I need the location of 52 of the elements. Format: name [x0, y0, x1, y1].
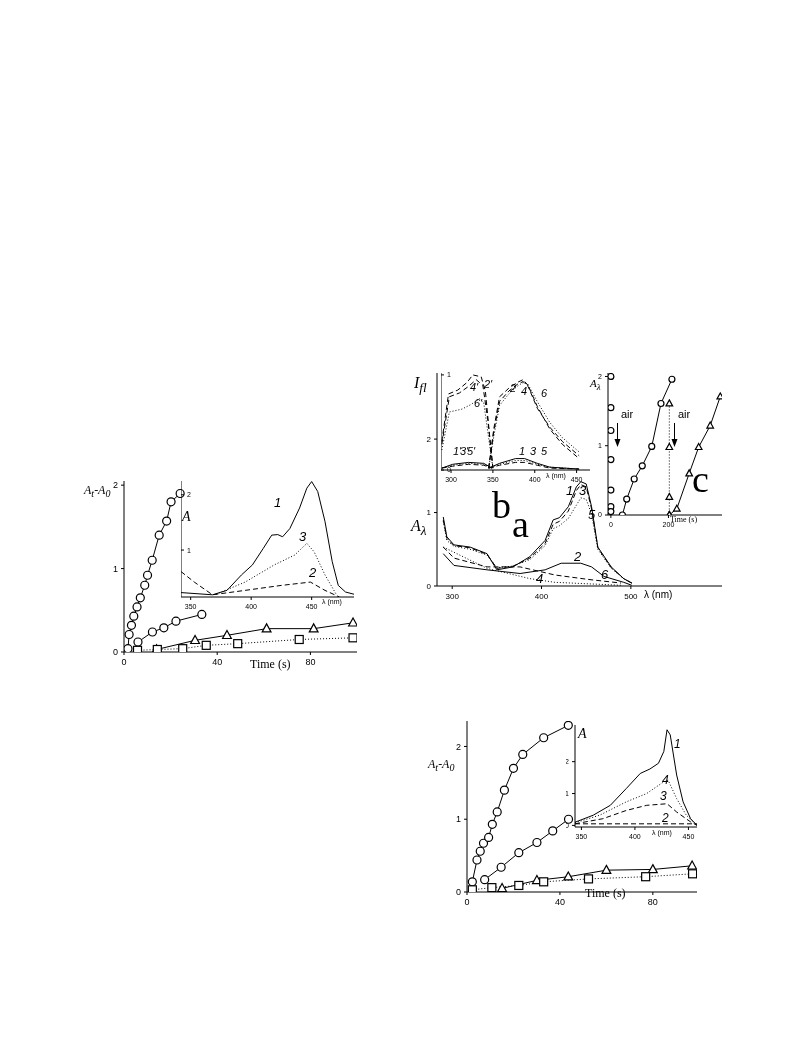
series-label: 4'	[470, 381, 479, 393]
series-label: 1'	[453, 445, 462, 457]
annotation: c	[692, 458, 709, 500]
annotation: a	[512, 503, 529, 545]
y-tick-label: 0	[455, 887, 461, 898]
series-label: 1	[274, 495, 282, 510]
series-label: 4	[536, 571, 544, 586]
x-tick-label: 500	[624, 591, 639, 601]
series-label: 3	[579, 483, 587, 498]
series-label: 3'	[460, 445, 469, 457]
series-label: 6'	[474, 397, 483, 409]
x-axis-title: Time (s)	[585, 886, 626, 900]
annotation: air	[678, 408, 691, 420]
y-axis-title: A	[578, 726, 587, 741]
x-axis-title: Time (s)	[250, 657, 291, 671]
series-label: 4	[662, 773, 669, 787]
series-label: 2	[309, 565, 317, 580]
x-tick-label: 80	[647, 897, 658, 908]
series-label: 5'	[467, 445, 476, 457]
x-tick-label: 40	[554, 897, 565, 908]
y-tick-label: 1	[426, 508, 432, 518]
series-label: 3	[660, 789, 667, 803]
series-label: 3	[299, 529, 307, 544]
y-tick-label: 2	[112, 480, 118, 491]
series-label: 2	[662, 811, 669, 825]
y-tick-label: 1	[455, 814, 461, 825]
y-axis-title: A	[182, 509, 191, 524]
x-tick-label: 400	[534, 591, 549, 601]
y-axis-title: A$_{t}$-A$_{0}$	[428, 757, 455, 774]
series-label: 4	[521, 385, 528, 397]
series-label: 5	[541, 445, 548, 457]
x-tick-label: 80	[305, 657, 316, 668]
series-label: 6	[541, 387, 548, 399]
y-axis-title: A$_{λ}$	[411, 517, 427, 539]
series-label: 2'	[484, 378, 493, 390]
annotation: b	[492, 484, 511, 526]
y-tick-label: 0	[112, 647, 118, 658]
series-label: 3	[530, 445, 537, 457]
x-tick-label: 40	[212, 657, 223, 668]
y-axis-title: I$_{fl}$	[414, 374, 427, 396]
series-label: 1	[519, 445, 526, 457]
x-axis-title: λ (nm)	[644, 589, 673, 600]
y-axis-title: A$_{t}$-A$_{0}$	[84, 483, 111, 500]
annotation: air	[621, 408, 634, 420]
x-tick-label: 300	[445, 591, 460, 601]
y-tick-label: 0	[426, 581, 432, 591]
y-tick-label: 2	[455, 741, 461, 752]
y-tick-label: 1	[112, 563, 118, 574]
y-tick-label: 2	[426, 434, 432, 444]
x-tick-label: 0	[464, 897, 470, 908]
series-label: 1	[674, 737, 681, 751]
x-tick-label: 0	[121, 657, 127, 668]
